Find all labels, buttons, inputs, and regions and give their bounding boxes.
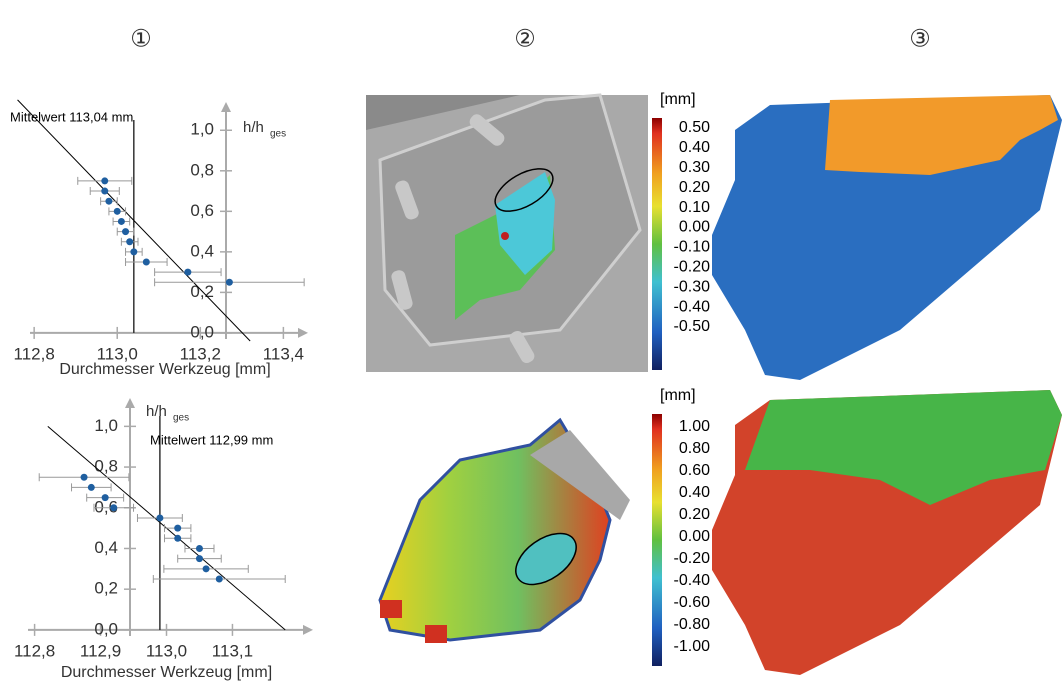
x-axis-arrow	[303, 625, 313, 635]
y-tick-label: 1,0	[190, 120, 214, 139]
colorbar-label: 0.50	[679, 119, 710, 136]
y-axis-label: h/h	[243, 119, 264, 136]
measurement-view-top	[366, 95, 648, 372]
x-tick-label: 112,8	[14, 641, 55, 660]
y-tick-label: 0,4	[94, 538, 118, 557]
y-tick-label: 0,4	[190, 241, 214, 260]
data-point	[130, 248, 137, 255]
x-axis-label: Durchmesser Werkzeug [mm]	[61, 664, 272, 681]
mean-annotation: Mittelwert 112,99 mm	[150, 432, 273, 447]
colorbar	[652, 118, 662, 370]
data-point	[174, 535, 181, 542]
colorbar-label: -0.10	[674, 239, 711, 256]
colorbar-label: 0.40	[679, 484, 710, 501]
colorbar-label: 0.30	[679, 159, 710, 176]
x-axis-label: Durchmesser Werkzeug [mm]	[59, 361, 270, 378]
data-point	[101, 188, 108, 195]
colorbar-label: -1.00	[674, 638, 711, 655]
y-axis-label-sub: ges	[270, 129, 286, 140]
colorbar-unit: [mm]	[660, 91, 696, 108]
colorbar-label: -0.50	[674, 318, 711, 335]
y-tick-label: 1,0	[94, 416, 118, 435]
data-point	[110, 504, 117, 511]
simulation-view-bottom	[380, 420, 630, 643]
data-point	[226, 279, 233, 286]
data-point	[203, 565, 210, 572]
colorbar-label: -0.60	[674, 594, 711, 611]
y-axis-arrow	[125, 398, 135, 408]
colorbar-label: 0.60	[679, 462, 710, 479]
colorbar	[652, 414, 662, 666]
y-tick-label: 0,0	[190, 322, 214, 341]
data-point	[126, 238, 133, 245]
y-tick-label: 0,6	[190, 201, 214, 220]
data-point	[88, 484, 95, 491]
y-axis-label-sub: ges	[173, 413, 189, 424]
data-point	[174, 525, 181, 532]
x-tick-label: 113,0	[146, 641, 187, 660]
x-tick-label: 112,9	[80, 641, 121, 660]
x-tick-label: 113,1	[212, 641, 253, 660]
y-tick-label: 0,8	[190, 160, 214, 179]
colorbar-label: -0.20	[674, 550, 711, 567]
y-tick-label: 0,8	[94, 457, 118, 476]
data-point	[102, 494, 109, 501]
data-point	[196, 545, 203, 552]
panel-label: ①	[130, 25, 152, 52]
data-point	[184, 269, 191, 276]
data-point	[118, 218, 125, 225]
data-point	[105, 198, 112, 205]
y-tick-label: 0,0	[94, 619, 118, 638]
data-point	[101, 177, 108, 184]
panel-label: ②	[514, 25, 536, 52]
x-axis-arrow	[298, 328, 308, 338]
y-axis-label: h/h	[146, 403, 167, 420]
data-point	[216, 576, 223, 583]
colorbar-label: 0.20	[679, 506, 710, 523]
colorbar-label: 0.00	[679, 219, 710, 236]
y-axis-arrow	[221, 102, 231, 112]
colorbar-label: 0.80	[679, 440, 710, 457]
data-point	[81, 474, 88, 481]
colorbar-label: -0.30	[674, 278, 711, 295]
colorbar-label: -0.40	[674, 298, 711, 315]
figure: ① ② ③ 112,8113,0113,2113,40,00,20,40,60,…	[0, 0, 1062, 684]
data-point	[114, 208, 121, 215]
colorbar-label: 0.40	[679, 139, 710, 156]
result-shape-top	[712, 95, 1062, 380]
data-point	[143, 258, 150, 265]
data-point	[156, 514, 163, 521]
colorbar-label: -0.80	[674, 616, 711, 633]
panel-label: ③	[909, 25, 931, 52]
colorbar-unit: [mm]	[660, 387, 696, 404]
colorbar-label: 0.10	[679, 199, 710, 216]
colorbar-label: -0.40	[674, 572, 711, 589]
data-point	[122, 228, 129, 235]
y-tick-label: 0,2	[94, 579, 118, 598]
x-tick-label: 112,8	[14, 344, 55, 363]
colorbar-label: 0.20	[679, 179, 710, 196]
colorbar-label: 1.00	[679, 418, 710, 435]
colorbar-label: 0.00	[679, 528, 710, 545]
result-shape-bottom	[712, 390, 1062, 675]
data-point	[196, 555, 203, 562]
colorbar-label: -0.20	[674, 259, 711, 276]
